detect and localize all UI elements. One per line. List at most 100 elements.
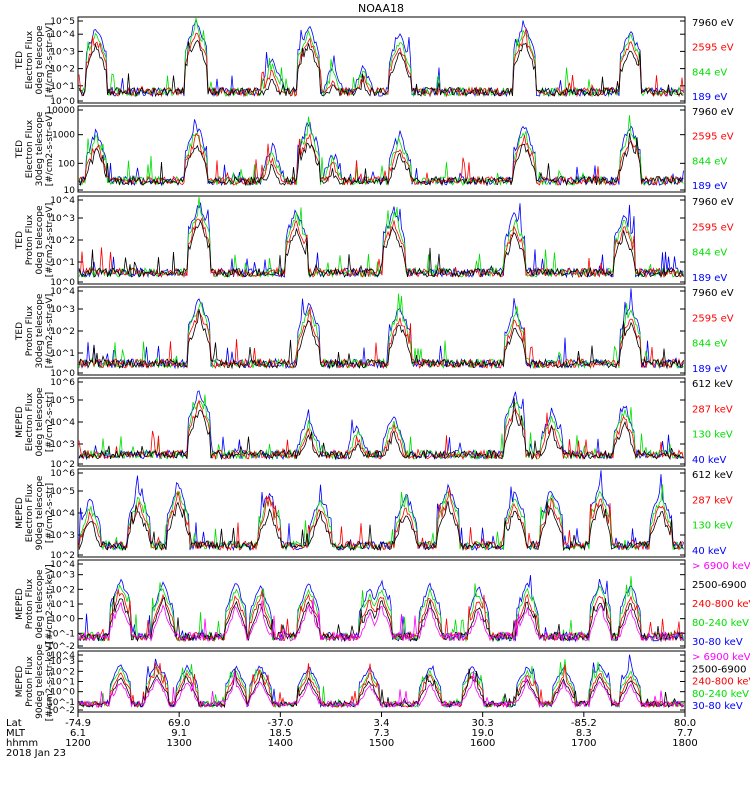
x-tick-label: 8.3 bbox=[576, 728, 592, 739]
series-line bbox=[78, 390, 684, 461]
y-tick-label: 10^2 bbox=[50, 667, 75, 677]
legend-entry: 287 keV bbox=[692, 404, 733, 415]
y-axis-label: MEPEDProton Flux90deg telescope[#/cm2-s-… bbox=[15, 642, 55, 721]
legend-entry: 40 keV bbox=[692, 546, 726, 557]
y-tick-label: 10^4 bbox=[50, 651, 75, 661]
x-axis-labels: Lat -74.9 69.0 -37.0 3.4 30.3 -85.2 80.0 MLT 6.1 9… bbox=[6, 712, 698, 759]
legend-entry: 80-240 keV bbox=[692, 618, 749, 629]
y-tick-label: 10^-2 bbox=[47, 706, 75, 716]
x-tick-label: 3.4 bbox=[374, 718, 390, 729]
y-tick-label: 10^4 bbox=[50, 418, 75, 428]
series-line bbox=[78, 18, 684, 98]
x-tick-label: 9.1 bbox=[171, 728, 187, 739]
legend-entry: > 6900 keV bbox=[692, 561, 750, 572]
y-tick-label: 10^5 bbox=[50, 396, 75, 406]
legend-entry: 7960 eV bbox=[692, 107, 734, 118]
series-line bbox=[78, 670, 684, 709]
series-line bbox=[78, 470, 684, 552]
y-tick-label: 10^2 bbox=[50, 327, 75, 337]
y-tick-label: 10^-1 bbox=[47, 629, 75, 639]
y-tick-label: 10^4 bbox=[50, 287, 75, 297]
legend-entry: 189 eV bbox=[692, 92, 727, 103]
legend-entry: 844 eV bbox=[692, 248, 727, 259]
legend-entry: 2595 eV bbox=[692, 132, 734, 143]
legend-entry: 80-240 keV bbox=[692, 689, 749, 700]
y-tick-label: 10^1 bbox=[50, 349, 75, 359]
series-line bbox=[78, 133, 684, 187]
y-tick-label: 10^0 bbox=[50, 615, 75, 625]
y-tick-label: 10^-2 bbox=[47, 642, 75, 652]
y-tick-label: 10^2 bbox=[50, 585, 75, 595]
series-line bbox=[78, 500, 684, 552]
series-line bbox=[78, 28, 684, 98]
y-tick-label: 10^5 bbox=[50, 487, 75, 497]
legend-entry: 2595 eV bbox=[692, 43, 734, 54]
x-tick-label: 7.3 bbox=[374, 728, 390, 739]
y-axis-label: TEDProton Flux30deg telescope[#/cm2-s-st… bbox=[15, 293, 55, 368]
figure-title: NOAA18 bbox=[358, 2, 404, 15]
y-tick-label: 1000 bbox=[52, 131, 75, 141]
x-tick-label: 7.7 bbox=[677, 728, 693, 739]
legend-entry: 844 eV bbox=[692, 339, 727, 350]
y-tick-label: 10^0 bbox=[50, 278, 75, 288]
series-line bbox=[78, 575, 684, 643]
y-tick-label: 10^3 bbox=[50, 305, 75, 315]
legend-entry: 240-800 keV bbox=[692, 677, 750, 688]
y-tick-label: 10^3 bbox=[50, 657, 75, 667]
legend-entry: 2500-6900 bbox=[692, 664, 747, 675]
legend-entry: 30-80 keV bbox=[692, 701, 743, 712]
x-tick-label: 6.1 bbox=[70, 728, 86, 739]
series-line bbox=[78, 309, 684, 370]
x-tick-label: 1300 bbox=[166, 738, 191, 749]
y-tick-label: 100 bbox=[58, 159, 75, 169]
y-tick-label: 10^2 bbox=[50, 460, 75, 470]
series-line bbox=[78, 399, 684, 461]
y-axis-label: TEDElectron Flux30deg telescope[#/cm2-s-… bbox=[15, 111, 55, 186]
legend-entry: 844 eV bbox=[692, 156, 727, 167]
x-tick-label: 1800 bbox=[672, 738, 697, 749]
legend-entry: 7960 eV bbox=[692, 18, 734, 29]
legend-entry: 2595 eV bbox=[692, 222, 734, 233]
y-tick-label: 10^5 bbox=[50, 17, 75, 27]
series-line bbox=[78, 216, 684, 279]
panel-frame bbox=[77, 16, 686, 104]
y-axis-label: MEPEDProton Flux0deg telescope[#/cm2-s-s… bbox=[15, 564, 55, 643]
x-tick-label: -74.9 bbox=[65, 718, 91, 729]
x-tick-label: 1500 bbox=[369, 738, 394, 749]
series-line bbox=[78, 598, 684, 643]
legend-entry: 2595 eV bbox=[692, 313, 734, 324]
legend-entry: 240-800 keV bbox=[692, 599, 750, 610]
x-tick-label: 30.3 bbox=[472, 718, 494, 729]
y-tick-label: 10^4 bbox=[50, 560, 75, 570]
x-tick-label: 19.0 bbox=[472, 728, 494, 739]
series-line bbox=[78, 397, 684, 461]
y-tick-label: 10^4 bbox=[50, 30, 75, 40]
y-tick-label: 10^2 bbox=[50, 65, 75, 75]
series-line bbox=[78, 17, 684, 98]
legend-entry: 287 keV bbox=[692, 495, 733, 506]
legend-entry: 612 keV bbox=[692, 379, 733, 390]
legend-entry: 612 keV bbox=[692, 470, 733, 481]
y-tick-label: 10000 bbox=[46, 106, 75, 116]
x-tick-label: 1700 bbox=[571, 738, 596, 749]
y-tick-label: 10^1 bbox=[50, 258, 75, 268]
y-tick-label: 10^1 bbox=[50, 678, 75, 688]
y-tick-label: 10^6 bbox=[50, 469, 75, 479]
y-tick-label: 10^-1 bbox=[47, 698, 75, 708]
y-tick-label: 10^3 bbox=[50, 214, 75, 224]
legend-entry: 40 keV bbox=[692, 455, 726, 466]
y-axis-label: MEPEDElectron Flux0deg telescope[#/cm2-s… bbox=[15, 387, 55, 457]
y-tick-label: 10^0 bbox=[50, 97, 75, 107]
series-line bbox=[78, 39, 684, 98]
x-tick-label: 1400 bbox=[268, 738, 293, 749]
y-tick-label: 10^3 bbox=[50, 47, 75, 57]
y-tick-label: 10^3 bbox=[50, 531, 75, 541]
y-tick-label: 10^6 bbox=[50, 378, 75, 388]
y-tick-label: 10^1 bbox=[50, 600, 75, 610]
panel-8: 10^-210^-110^010^110^210^310^4MEPEDProto… bbox=[15, 642, 750, 721]
